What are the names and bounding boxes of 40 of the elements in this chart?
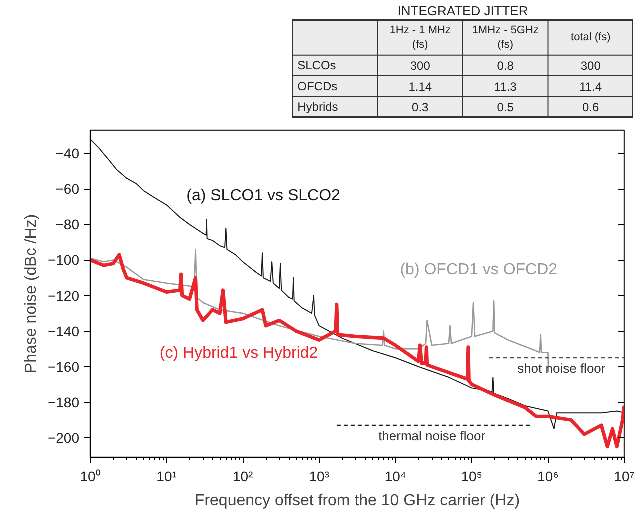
y-tick-label: −80 bbox=[56, 216, 80, 233]
x-tick-label: 10⁵ bbox=[461, 468, 483, 484]
text: 11.3 bbox=[494, 80, 517, 94]
x-tick-label: 10⁴ bbox=[384, 468, 406, 484]
x-tick-label: 10⁶ bbox=[538, 468, 559, 484]
text: INTEGRATED JITTER bbox=[398, 3, 528, 18]
text: 300 bbox=[580, 59, 601, 74]
x-axis-title: Frequency offset from the 10 GHz carrier (Hz) bbox=[194, 492, 520, 510]
category-label: SLCOs bbox=[298, 58, 336, 73]
y-tick-label: −40 bbox=[56, 146, 80, 162]
category-label: total (fs) bbox=[571, 32, 611, 44]
text: 0.6 bbox=[582, 100, 600, 115]
y-tick-label: −180 bbox=[48, 394, 80, 410]
category-label: 1Hz - 1 MHz (fs) bbox=[390, 24, 451, 51]
y-tick-label: −160 bbox=[48, 358, 80, 375]
category-label: OFCDs bbox=[298, 79, 338, 94]
annotation: shot noise floor bbox=[518, 360, 606, 376]
annotation: thermal noise floor bbox=[378, 428, 486, 444]
text: 300 bbox=[410, 59, 430, 74]
series-label: (a) SLCO1 vs SLCO2 bbox=[186, 188, 341, 205]
x-tick-label: 10¹ bbox=[156, 468, 178, 484]
x-tick-label: 10³ bbox=[309, 468, 330, 484]
x-tick-label: 10⁰ bbox=[80, 468, 101, 484]
text: 0.5 bbox=[497, 100, 514, 115]
category-label: 1MHz - 5GHz (fs) bbox=[472, 24, 539, 51]
y-tick-label: −140 bbox=[48, 323, 80, 340]
category-label: Hybrids bbox=[298, 100, 338, 114]
text: (b) OFCD1 vs OFCD2 bbox=[400, 261, 558, 278]
x-tick-label: 10⁷ bbox=[614, 468, 635, 484]
y-tick-label: −60 bbox=[56, 181, 80, 198]
y-tick-label: −100 bbox=[48, 252, 80, 268]
text: 0.3 bbox=[412, 100, 429, 115]
text: 1.14 bbox=[408, 80, 432, 94]
y-axis-title: Phase noise (dBc /Hz) bbox=[22, 214, 40, 374]
x-tick-label: 10² bbox=[232, 468, 254, 484]
y-tick-label: −200 bbox=[48, 430, 80, 446]
series-label: (c) Hybrid1 vs Hybrid2 bbox=[160, 345, 318, 362]
text: 11.4 bbox=[580, 80, 602, 94]
text: 0.8 bbox=[497, 59, 514, 74]
y-tick-label: −120 bbox=[48, 288, 80, 304]
